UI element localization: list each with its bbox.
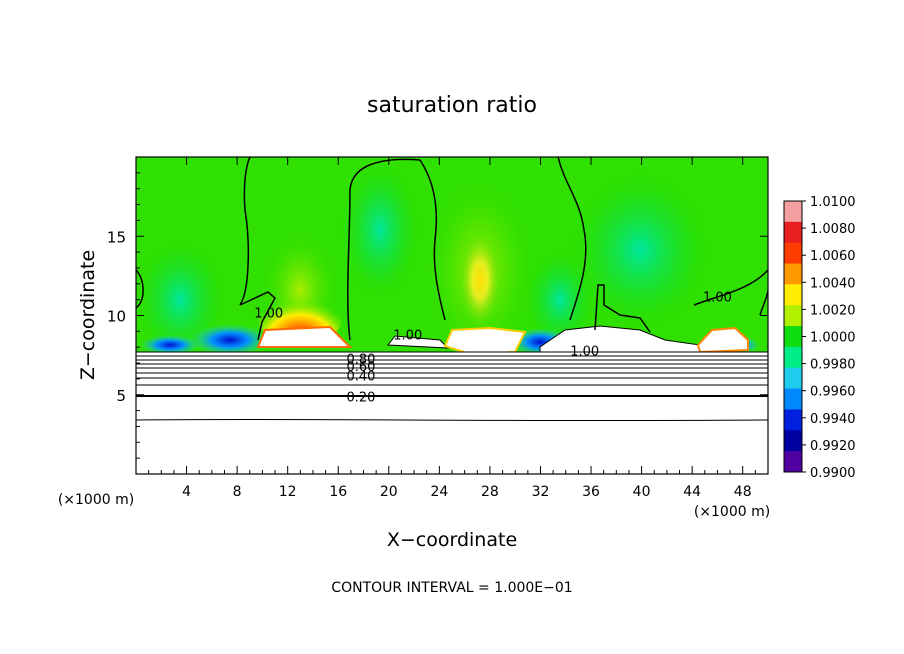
x-tick-label: 24 — [430, 484, 448, 500]
colorbar-tick-label: 0.9940 — [810, 412, 856, 427]
x-unit-left: (×1000 m) — [58, 492, 134, 508]
x-unit-right: (×1000 m) — [694, 504, 770, 520]
contour-label: 0.20 — [347, 390, 376, 405]
plot-area: 1.00 1.00 1.00 1.00 0.800.600.40 0.20 — [136, 157, 768, 474]
colorbar-tick-label: 1.0060 — [810, 249, 856, 264]
colorbar-swatch — [784, 242, 802, 265]
y-tick-label: 15 — [107, 228, 126, 246]
colorbar-tick-label: 0.9980 — [810, 358, 856, 373]
x-tick-label: 40 — [633, 484, 651, 500]
colorbar-tick-label: 1.0080 — [810, 222, 856, 237]
colorbar-swatch — [784, 201, 802, 223]
x-tick-label: 32 — [532, 484, 550, 500]
colorbar-swatch — [784, 430, 802, 452]
colorbar-tick-label: 1.0020 — [810, 303, 856, 318]
contour-label: 1.00 — [393, 329, 422, 344]
y-tick-label: 5 — [116, 387, 126, 405]
contour-label: 1.00 — [703, 290, 732, 305]
colorbar-tick-label: 1.0040 — [810, 276, 856, 291]
x-axis-label: X−coordinate — [387, 529, 517, 551]
x-tick-label: 36 — [582, 484, 600, 500]
colorbar-swatch — [784, 305, 802, 327]
colorbar-swatch — [784, 346, 802, 369]
x-tick-label: 8 — [233, 484, 242, 500]
colorbar-swatch — [784, 451, 802, 473]
colorbar-swatch — [784, 388, 802, 410]
y-axis: 5 10 15 — [107, 172, 768, 459]
chart-title: saturation ratio — [367, 93, 537, 118]
colorbar-swatch — [784, 284, 802, 306]
contour-label: 1.00 — [254, 306, 283, 321]
colorbar-tick-label: 0.9920 — [810, 439, 856, 454]
y-tick-label: 10 — [107, 308, 126, 326]
y-axis-label: Z−coordinate — [77, 250, 99, 380]
x-axis: 4 8 12 16 20 24 28 32 36 40 44 48 — [148, 157, 756, 500]
colorbar-swatch — [784, 263, 802, 285]
colorbar-tick-label: 1.0100 — [810, 195, 856, 210]
colorbar-tick-label: 1.0000 — [810, 331, 856, 346]
x-tick-label: 48 — [734, 484, 752, 500]
colorbar-tick-label: 0.9900 — [810, 466, 856, 481]
x-tick-label: 4 — [182, 484, 191, 500]
x-tick-label: 12 — [279, 484, 297, 500]
contour-label: 1.00 — [570, 344, 599, 359]
colorbar-swatch — [784, 367, 802, 390]
x-tick-label: 20 — [380, 484, 398, 500]
contour-label: 0.80 — [347, 352, 376, 367]
colorbar-swatch — [784, 221, 802, 244]
contour-label: 0.60 — [347, 360, 376, 375]
colorbar-tick-label: 0.9960 — [810, 385, 856, 400]
x-tick-label: 44 — [683, 484, 701, 500]
x-tick-label: 16 — [329, 484, 347, 500]
contour-label: 0.40 — [347, 370, 376, 385]
colorbar-swatch — [784, 409, 802, 431]
contour-interval-note: CONTOUR INTERVAL = 1.000E−01 — [331, 580, 572, 596]
colorbar: 1.0100 1.0080 1.0060 1.0040 1.0020 1.0000 0.99… — [783, 195, 856, 481]
x-tick-label: 28 — [481, 484, 499, 500]
colorbar-swatch — [784, 326, 802, 348]
